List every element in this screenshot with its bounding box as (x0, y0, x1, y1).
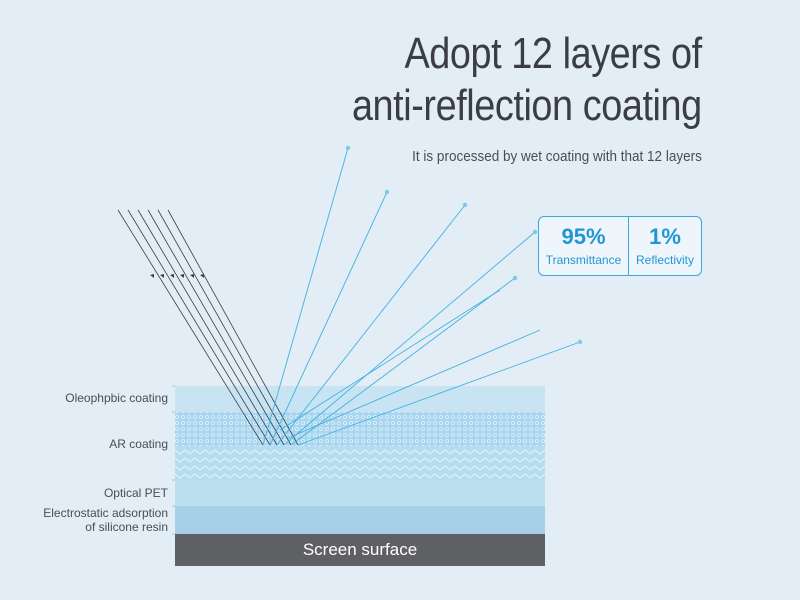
stats-box: 95% Transmittance 1% Reflectivity (538, 216, 702, 276)
oleophobic-label: Oleophpbic coating (65, 391, 168, 405)
ray-endpoints (345, 145, 583, 345)
screen-layer (175, 534, 545, 566)
pet-layer (175, 480, 545, 506)
adsorption-label-line-2: of silicone resin (85, 520, 168, 534)
title-line-2: anti-reflection coating (352, 81, 702, 130)
reflected-rays (262, 147, 581, 446)
adsorption-label: Electrostatic adsorption of silicone res… (43, 506, 168, 534)
adsorption-label-line-1: Electrostatic adsorption (43, 506, 168, 520)
ar-label: AR coating (109, 437, 168, 451)
transmittance-value: 95% (561, 224, 606, 249)
ray-arrowheads (150, 274, 204, 278)
reflectivity-stat: 1% Reflectivity (628, 217, 701, 275)
incident-rays (117, 209, 299, 446)
ar-layer-chevrons (175, 446, 545, 480)
page-title: Adopt 12 layers of anti-reflection coati… (352, 28, 702, 132)
transmittance-stat: 95% Transmittance (539, 217, 628, 275)
title-line-1: Adopt 12 layers of (404, 29, 703, 78)
oleophobic-layer (175, 386, 545, 412)
transmittance-label: Transmittance (545, 253, 622, 267)
reflectivity-value: 1% (649, 224, 681, 249)
screen-surface-label: Screen surface (302, 540, 418, 559)
adsorption-layer (175, 506, 545, 534)
reflectivity-label: Reflectivity (635, 253, 694, 267)
pet-label: Optical PET (103, 486, 168, 500)
ar-layer-dots (175, 412, 545, 446)
subtitle: It is processed by wet coating with that… (412, 148, 702, 165)
